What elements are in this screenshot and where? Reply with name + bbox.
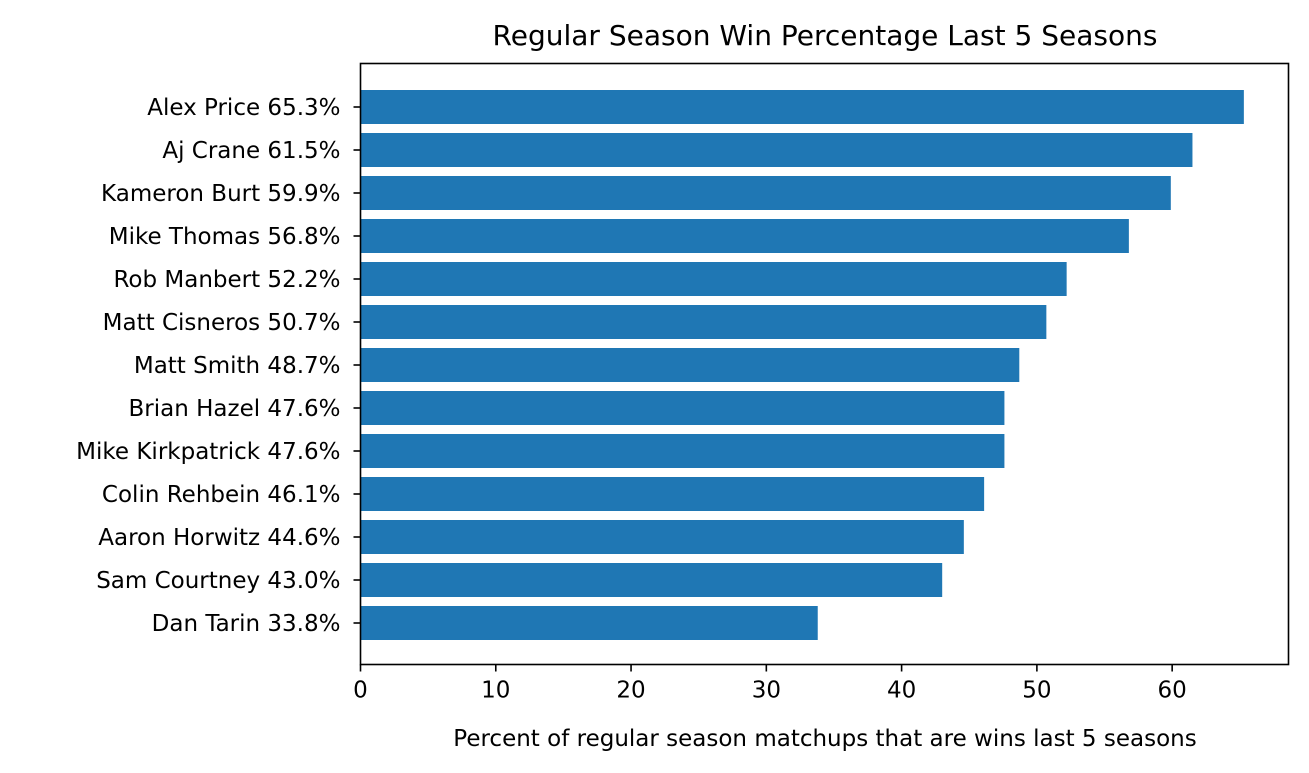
y-tick-label: Rob Manbert 52.2%: [113, 267, 340, 293]
x-tick-label: 60: [1158, 678, 1187, 704]
x-axis-ticks: 0 10 20 30 40 50 60: [353, 664, 1187, 704]
plot-frame: [359, 62, 1290, 666]
y-tick-label: Matt Cisneros 50.7%: [103, 310, 341, 336]
y-tick-label: Mike Kirkpatrick 47.6%: [76, 439, 340, 465]
bar: [360, 133, 1193, 167]
x-tick-label: 20: [616, 678, 645, 704]
x-axis-label: Percent of regular season matchups that …: [453, 726, 1196, 752]
x-tick-label: 40: [887, 678, 916, 704]
chart-title: Regular Season Win Percentage Last 5 Sea…: [493, 19, 1158, 52]
bar: [360, 176, 1171, 210]
bar: [360, 477, 985, 511]
y-tick-label: Sam Courtney 43.0%: [96, 568, 340, 594]
bar: [360, 305, 1047, 339]
y-tick-label: Aj Crane 61.5%: [162, 138, 340, 164]
y-tick-label: Kameron Burt 59.9%: [101, 181, 340, 207]
y-tick-label: Aaron Horwitz 44.6%: [98, 525, 340, 551]
y-tick-label: Brian Hazel 47.6%: [129, 396, 341, 422]
x-tick-label: 50: [1022, 678, 1051, 704]
x-tick-label: 30: [752, 678, 781, 704]
bar: [360, 563, 943, 597]
bar: [360, 391, 1005, 425]
bar: [360, 520, 964, 554]
y-tick-label: Matt Smith 48.7%: [134, 353, 341, 379]
bar: [360, 606, 818, 640]
x-tick-label: 10: [481, 678, 510, 704]
bars-group: [360, 90, 1244, 640]
x-tick-label: 0: [353, 678, 368, 704]
y-tick-label: Colin Rehbein 46.1%: [102, 482, 341, 508]
y-tick-label: Alex Price 65.3%: [147, 95, 340, 121]
bar: [360, 262, 1067, 296]
bar: [360, 90, 1244, 124]
y-tick-label: Dan Tarin 33.8%: [152, 611, 341, 637]
y-axis-ticks: Alex Price 65.3% Aj Crane 61.5% Kameron Bu…: [76, 95, 361, 637]
y-tick-label: Mike Thomas 56.8%: [109, 224, 341, 250]
bar: [360, 434, 1005, 468]
bar: [360, 348, 1020, 382]
bar: [360, 219, 1129, 253]
